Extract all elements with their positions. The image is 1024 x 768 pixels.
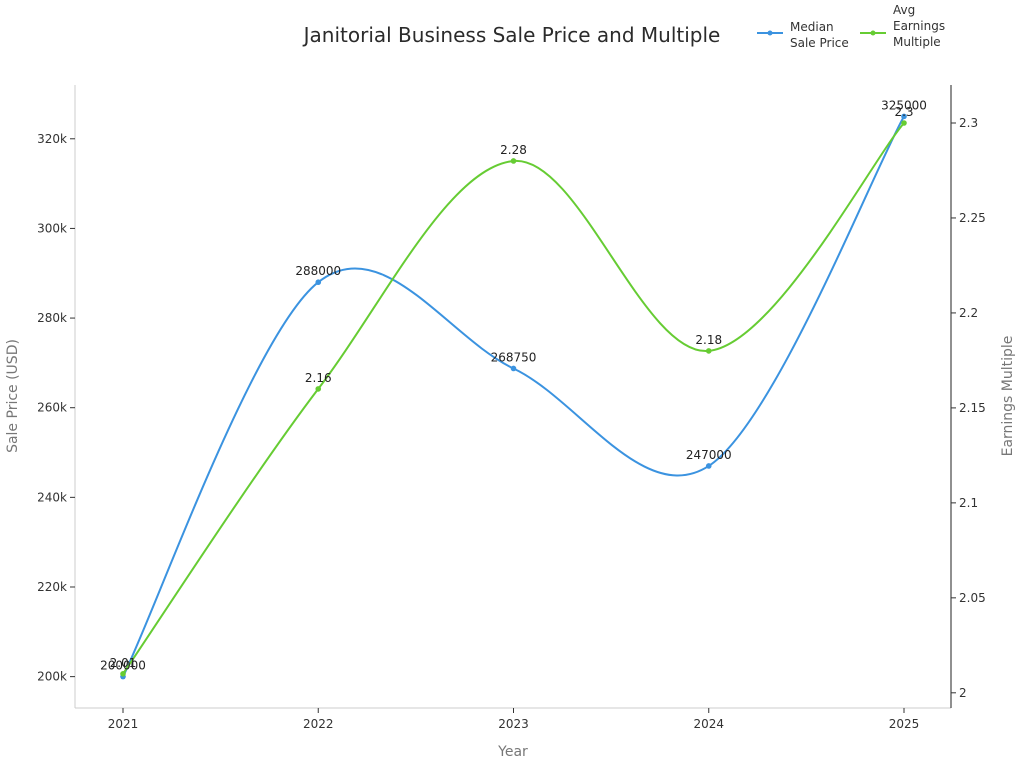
y-right-tick-label: 2.05 [959,591,986,605]
median-sale-price-line [122,115,905,678]
avg-earnings-multiple-data-label: 2.01 [110,656,137,670]
x-axis-title: Year [497,744,528,760]
legend-marker-median-sale-price [767,30,773,36]
median-sale-price-data-label: 247000 [686,448,732,462]
axes: 200k 220k 240k 260k 280k 300k 320k 2 2.05 2.1 2.15… [37,85,986,731]
legend-label-avg-earnings-multiple: Earnings [893,19,945,33]
y-right-tick-label: 2.2 [959,306,978,320]
median-sale-price-point [315,279,322,286]
avg-earnings-multiple-line [122,122,905,675]
y-left-tick-label: 260k [37,401,67,415]
legend-label-median-sale-price: Median [790,20,834,34]
median-sale-price-point [705,463,712,469]
y-axis-right-title: Earnings Multiple [1000,336,1016,457]
y-right-tick-label: 2.15 [959,401,986,415]
y-axis-left-title: Sale Price (USD) [5,339,21,453]
y-left-tick-label: 280k [37,311,67,325]
avg-earnings-multiple-point [705,348,712,354]
x-tick-label: 2025 [889,717,920,731]
x-tick-label: 2022 [303,717,334,731]
avg-earnings-multiple-data-label: 2.18 [695,333,722,347]
median-sale-price-point [901,113,907,120]
avg-earnings-multiple-point [120,671,126,677]
avg-earnings-multiple-point [901,120,907,126]
x-tick-label: 2023 [498,717,529,731]
y-left-tick-label: 320k [37,132,67,146]
y-right-tick-label: 2.1 [959,496,978,510]
avg-earnings-multiple-data-label: 2.16 [305,371,332,385]
legend-marker-avg-earnings-multiple [870,30,876,36]
avg-earnings-multiple-data-label: 2.28 [500,143,527,157]
legend-item-avg-earnings-multiple: Avg Earnings Multiple [860,3,945,49]
legend: Median Sale Price Avg Earnings Multiple [757,3,945,50]
median-sale-price-data-label: 325000 [881,98,927,112]
legend-label-avg-earnings-multiple: Multiple [893,35,941,49]
data-labels: 200000 288000 268750 247000 325000 2.01 2.16 2.… [100,98,927,672]
legend-label-median-sale-price: Sale Price [790,36,849,50]
avg-earnings-multiple-data-label: 2.3 [894,105,913,119]
median-sale-price-data-label: 288000 [295,264,341,278]
legend-label-avg-earnings-multiple: Avg [893,3,915,17]
y-left-tick-label: 240k [37,490,67,504]
y-left-tick-label: 220k [37,580,67,594]
avg-earnings-multiple-point [510,158,517,164]
y-right-tick-label: 2 [959,686,967,700]
series-layer [120,113,907,680]
y-left-tick-label: 300k [37,221,67,235]
y-left-tick-label: 200k [37,670,67,684]
y-right-tick-label: 2.3 [959,116,978,130]
median-sale-price-data-label: 200000 [100,659,146,673]
avg-earnings-multiple-point [315,386,322,392]
x-tick-label: 2021 [108,717,139,731]
x-tick-label: 2024 [693,717,724,731]
chart-title: Janitorial Business Sale Price and Multi… [302,23,721,47]
y-right-tick-label: 2.25 [959,211,986,225]
median-sale-price-point [510,365,517,372]
median-sale-price-data-label: 268750 [491,350,537,364]
legend-item-median-sale-price: Median Sale Price [757,20,849,50]
